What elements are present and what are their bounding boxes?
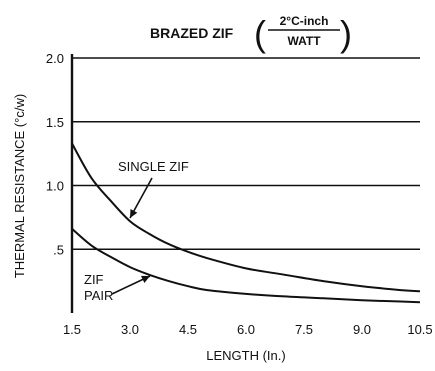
single-zif-label: SINGLE ZIF	[118, 159, 189, 174]
title-fraction-denominator: WATT	[287, 34, 321, 48]
y-tick-label: 1.5	[46, 115, 64, 130]
y-tick-labels: .5 1.0 1.5 2.0	[46, 51, 64, 257]
zif-pair-label: PAIR	[84, 288, 113, 303]
x-tick-label: 9.0	[353, 322, 371, 337]
y-axis-label: THERMAL RESISTANCE (°c/w)	[12, 94, 27, 278]
y-tick-label: .5	[53, 242, 64, 257]
series-zif-pair-line	[71, 228, 421, 304]
series-single-zif-line	[71, 142, 421, 293]
series-lines	[71, 142, 421, 304]
y-tick-label: 2.0	[46, 51, 64, 66]
single-zif-arrowhead	[130, 209, 138, 218]
x-tick-label: 4.5	[179, 322, 197, 337]
x-tick-label: 7.5	[295, 322, 313, 337]
x-axis-label: LENGTH (In.)	[206, 348, 285, 363]
y-tick-label: 1.0	[46, 179, 64, 194]
x-tick-label: 3.0	[121, 322, 139, 337]
x-tick-label: 10.5	[407, 322, 432, 337]
x-tick-label: 1.5	[63, 322, 81, 337]
title-fraction-numerator: 2°C-inch	[280, 14, 329, 28]
title-right-paren: )	[340, 13, 352, 54]
x-tick-label: 6.0	[237, 322, 255, 337]
zif-pair-label: ZIF	[84, 272, 104, 287]
zif-pair-arrowhead	[141, 275, 150, 283]
gridlines	[72, 57, 420, 251]
chart-title: BRAZED ZIF	[150, 25, 234, 41]
x-tick-labels: 1.5 3.0 4.5 6.0 7.5 9.0 10.5	[63, 322, 433, 337]
title-left-paren: (	[254, 13, 266, 54]
